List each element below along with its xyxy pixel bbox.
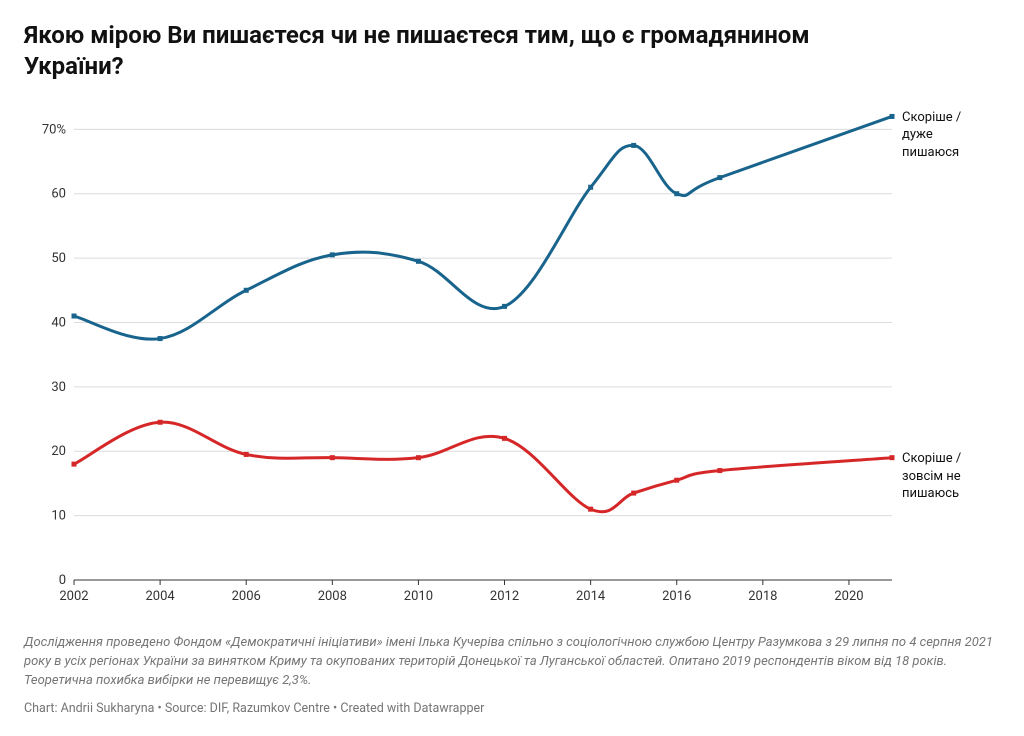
svg-text:10: 10 (51, 509, 66, 524)
svg-text:2004: 2004 (145, 589, 175, 604)
svg-text:2008: 2008 (318, 589, 347, 604)
svg-text:2002: 2002 (59, 589, 88, 604)
svg-text:0: 0 (59, 573, 66, 588)
svg-text:2016: 2016 (662, 589, 691, 604)
svg-text:60: 60 (51, 187, 66, 202)
svg-text:2006: 2006 (232, 589, 261, 604)
methodology-note: Дослідження проведено Фондом «Демократич… (24, 634, 1000, 691)
chart-title: Якою мірою Ви пишаєтеся чи не пишаєтеся … (24, 20, 904, 82)
series-label-not-proud: Скоріше / зовсім не пишаюсь (902, 450, 988, 503)
svg-text:2014: 2014 (576, 589, 606, 604)
svg-text:2010: 2010 (404, 589, 433, 604)
chart-credit: Chart: Andrii Sukharyna • Source: DIF, R… (24, 701, 1000, 716)
svg-text:20: 20 (51, 445, 66, 460)
svg-text:2018: 2018 (748, 589, 777, 604)
chart-container: 0 10 20 30 40 50 60 70% 2002 2004 2006 2008 2010 2012… (24, 100, 1000, 620)
svg-text:70%: 70% (42, 123, 66, 138)
svg-text:30: 30 (51, 380, 66, 395)
line-chart: 0 10 20 30 40 50 60 70% 2002 2004 2006 2008 2010 2012… (24, 100, 1000, 620)
svg-text:50: 50 (51, 251, 66, 266)
series-label-proud: Скоріше / дуже пишаюся (902, 109, 988, 162)
svg-text:40: 40 (51, 316, 66, 331)
svg-text:2012: 2012 (490, 589, 519, 604)
svg-text:2020: 2020 (834, 589, 863, 604)
